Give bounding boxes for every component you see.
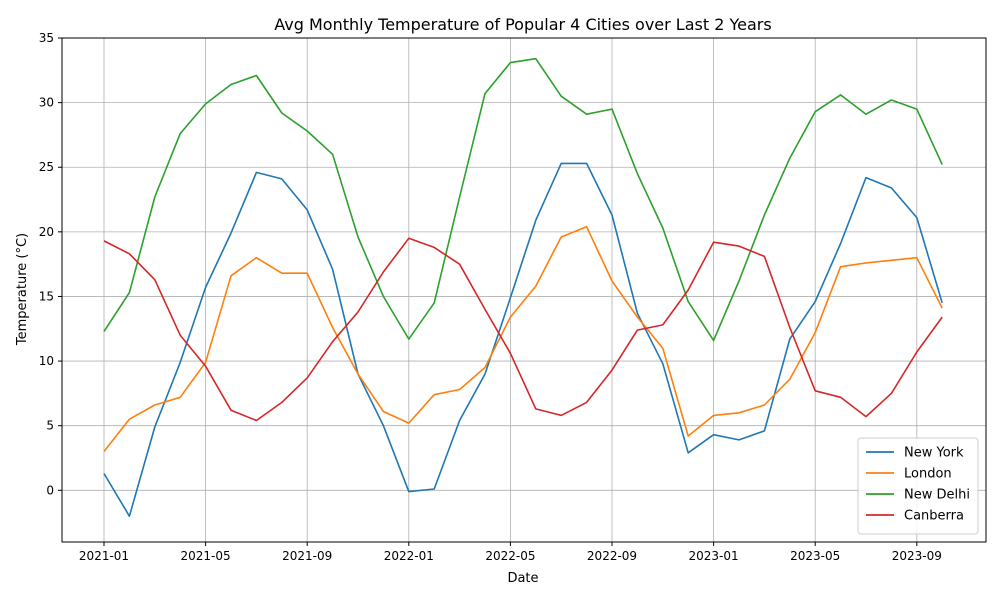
legend-label-london: London	[904, 467, 952, 482]
series-line-new-delhi	[103, 57, 943, 342]
x-tick-label: 2021-01	[79, 549, 129, 563]
legend-label-canberra: Canberra	[904, 509, 964, 524]
plot-frame	[61, 37, 987, 543]
x-tick-label: 2023-01	[689, 549, 739, 563]
legend-box	[857, 437, 979, 535]
series-line-canberra	[103, 237, 943, 422]
y-tick-label: 10	[39, 354, 54, 368]
x-tick-label: 2022-05	[485, 549, 535, 563]
y-tick-label: 25	[39, 160, 54, 174]
x-tick-label: 2023-09	[892, 549, 942, 563]
y-tick-label: 35	[39, 31, 54, 45]
x-tick-label: 2023-05	[790, 549, 840, 563]
series-line-new-york	[103, 162, 943, 518]
y-tick-label: 30	[39, 96, 54, 110]
x-tick-label: 2021-05	[181, 549, 231, 563]
x-tick-label: 2021-09	[282, 549, 332, 563]
legend-label-new-york: New York	[904, 446, 964, 461]
y-tick-label: 15	[39, 289, 54, 303]
y-tick-label: 5	[46, 419, 54, 433]
series-group	[103, 57, 943, 518]
y-axis-title: Temperature (°C)	[15, 233, 30, 346]
x-axis: 2021-01 2021-05 2021-09 2022-01 2022-05 2022-…	[79, 542, 942, 563]
series-line-london	[103, 225, 943, 452]
y-tick-label: 20	[39, 225, 54, 239]
grid	[62, 37, 986, 542]
legend: New York London New Delhi Canberra	[857, 437, 979, 535]
x-tick-label: 2022-01	[384, 549, 434, 563]
x-tick-label: 2022-09	[587, 549, 637, 563]
y-tick-label: 0	[46, 483, 54, 497]
x-axis-title: Date	[507, 571, 538, 586]
y-axis: 0 5 10 15 20 25 30 35	[39, 31, 62, 497]
chart-title: Avg Monthly Temperature of Popular 4 Cit…	[274, 15, 771, 34]
legend-label-new-delhi: New Delhi	[904, 488, 970, 503]
